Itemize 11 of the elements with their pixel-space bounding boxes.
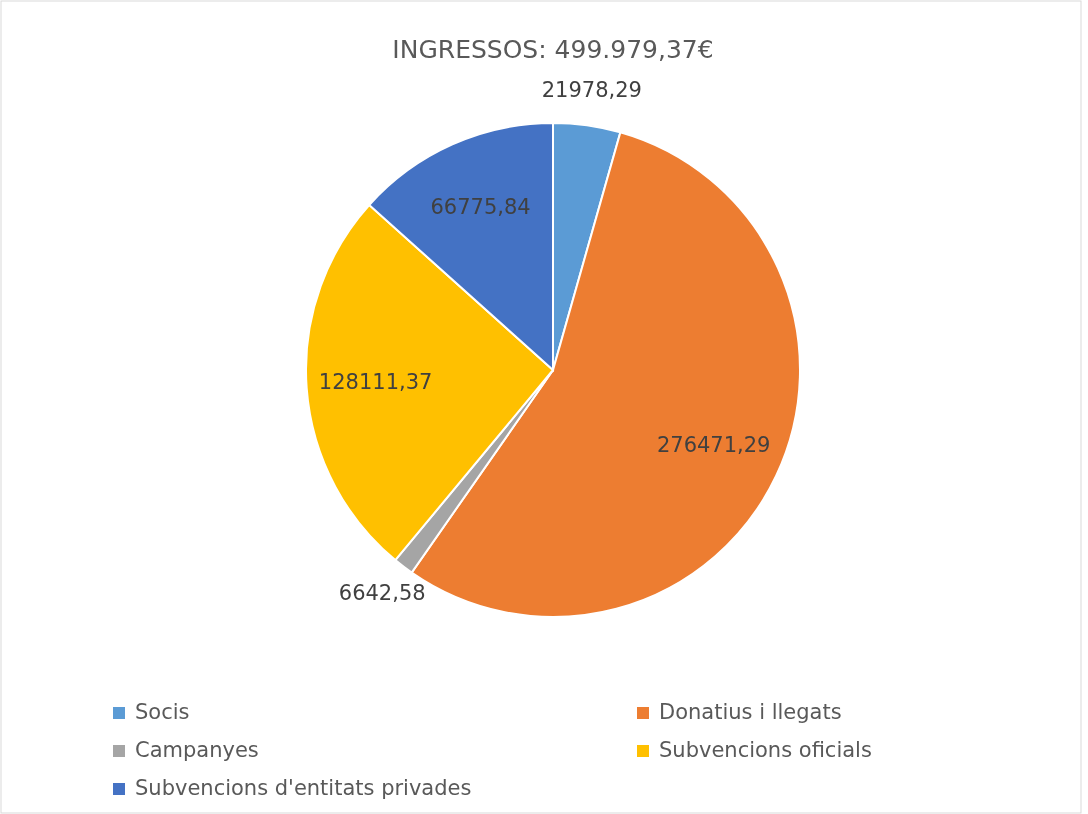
legend-label: Subvencions d'entitats privades [135, 776, 472, 800]
legend-label: Subvencions oficials [659, 738, 872, 762]
chart-title: INGRESSOS: 499.979,37€ [392, 35, 714, 64]
data-label: 21978,29 [541, 77, 642, 102]
data-label: 276471,29 [656, 433, 771, 458]
legend-label: Socis [135, 700, 190, 724]
data-label: 128111,37 [318, 370, 433, 395]
data-label: 6642,58 [338, 581, 426, 606]
legend-label: Campanyes [135, 738, 259, 762]
legend-label: Donatius i llegats [659, 700, 842, 724]
data-label: 66775,84 [430, 194, 531, 219]
